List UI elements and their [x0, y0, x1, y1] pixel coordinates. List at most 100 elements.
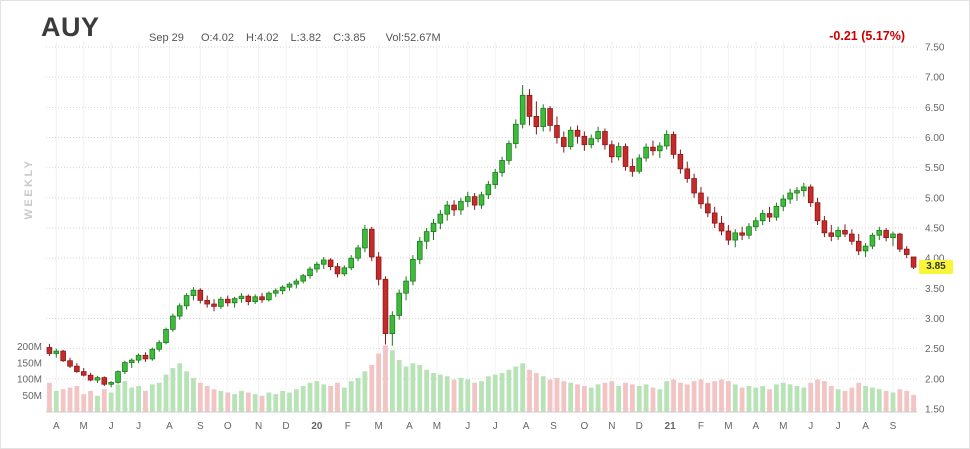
candle-body: [732, 232, 739, 241]
x-axis-label: A: [523, 421, 530, 432]
volume-bar: [554, 377, 560, 412]
candle-body: [506, 143, 512, 161]
candle-body: [684, 168, 691, 179]
volume-bar: [53, 390, 59, 412]
x-axis-label: O: [224, 421, 232, 432]
candle-body: [87, 374, 94, 381]
candle-body: [375, 256, 382, 280]
volume-bar: [485, 376, 491, 412]
candle-body: [739, 232, 745, 236]
volume-bar: [108, 392, 114, 412]
volume-bar: [479, 381, 484, 412]
candle-body: [828, 232, 835, 237]
candle-body: [80, 371, 87, 376]
candle-body: [156, 342, 162, 350]
volume-bar: [211, 389, 217, 412]
candle-body: [252, 296, 258, 302]
volume-bar: [664, 381, 670, 412]
candle-body: [218, 298, 224, 307]
volume-bar: [602, 382, 608, 412]
volume-bar: [492, 374, 498, 412]
x-axis-label: A: [862, 421, 869, 432]
candle-body: [451, 204, 457, 211]
volume-bar: [657, 389, 663, 412]
candle-body: [691, 178, 697, 194]
volume-bar: [252, 394, 258, 412]
volume-bar: [705, 382, 711, 412]
volume-bar: [232, 394, 238, 412]
volume-bar: [561, 381, 567, 412]
volume-bar: [527, 369, 532, 412]
volume-bar: [95, 395, 100, 412]
candle-body: [149, 348, 156, 360]
candle-body: [197, 289, 204, 301]
candle-body: [622, 146, 629, 167]
volume-bar: [520, 363, 526, 412]
volume-bar: [218, 390, 224, 412]
candle-body: [643, 146, 649, 159]
candle-body: [320, 259, 327, 265]
candle-body: [855, 240, 862, 252]
candle-body: [554, 125, 560, 138]
candle-body: [478, 194, 485, 206]
volume-bar: [170, 368, 176, 412]
x-axis-label: J: [836, 421, 841, 432]
candle-body: [746, 226, 752, 236]
price-axis-label: 2.00: [925, 374, 945, 385]
candle-body: [883, 230, 889, 239]
volume-bar: [143, 390, 148, 412]
volume-bar: [129, 387, 135, 412]
x-axis-label: D: [636, 421, 643, 432]
volume-bar: [245, 392, 251, 412]
volume-bar: [746, 386, 752, 412]
candle-body: [368, 228, 375, 258]
volume-bar: [842, 390, 848, 412]
volume-bar: [911, 394, 916, 412]
candle-body: [753, 220, 759, 228]
candle-body: [540, 108, 546, 128]
volume-bar: [177, 363, 183, 412]
volume-bar: [753, 387, 759, 412]
candle-body: [190, 289, 197, 296]
candle-body: [163, 328, 169, 344]
candle-body: [128, 359, 135, 363]
candle-body: [101, 377, 108, 385]
candle-body: [677, 154, 684, 170]
candle-body: [492, 172, 498, 185]
candle-body: [574, 129, 581, 137]
candle-body: [849, 233, 855, 242]
candle-body: [115, 371, 121, 383]
candle-body: [327, 259, 334, 267]
candle-body: [780, 198, 787, 207]
ticker-symbol: AUY: [41, 12, 100, 42]
volume-bar: [307, 382, 313, 412]
volume-bar: [191, 377, 196, 412]
candle-body: [773, 205, 780, 218]
candle-body: [581, 135, 588, 146]
volume-bar: [588, 387, 594, 412]
candle-body: [444, 204, 450, 215]
candle-body: [300, 275, 306, 282]
volume-bar: [136, 386, 141, 412]
quote-open: O:4.02: [200, 32, 234, 44]
candle-body: [821, 220, 828, 234]
candle-body: [835, 230, 841, 237]
volume-bar: [184, 371, 189, 412]
candle-body: [609, 144, 615, 158]
volume-bar: [691, 381, 697, 412]
x-axis-label: A: [166, 421, 173, 432]
candle-body: [485, 184, 492, 196]
volume-bar: [383, 345, 388, 412]
candle-body: [410, 258, 416, 282]
candle-body: [458, 201, 464, 211]
volume-bar: [506, 369, 512, 412]
volume-bar: [568, 382, 574, 412]
volume-bar: [712, 381, 718, 412]
volume-bar: [266, 392, 272, 412]
volume-bar: [698, 379, 704, 412]
candle-body: [663, 134, 670, 147]
volume-bar: [595, 384, 601, 412]
candle-body: [67, 360, 73, 367]
volume-bar: [341, 387, 347, 412]
candle-body: [869, 234, 876, 247]
